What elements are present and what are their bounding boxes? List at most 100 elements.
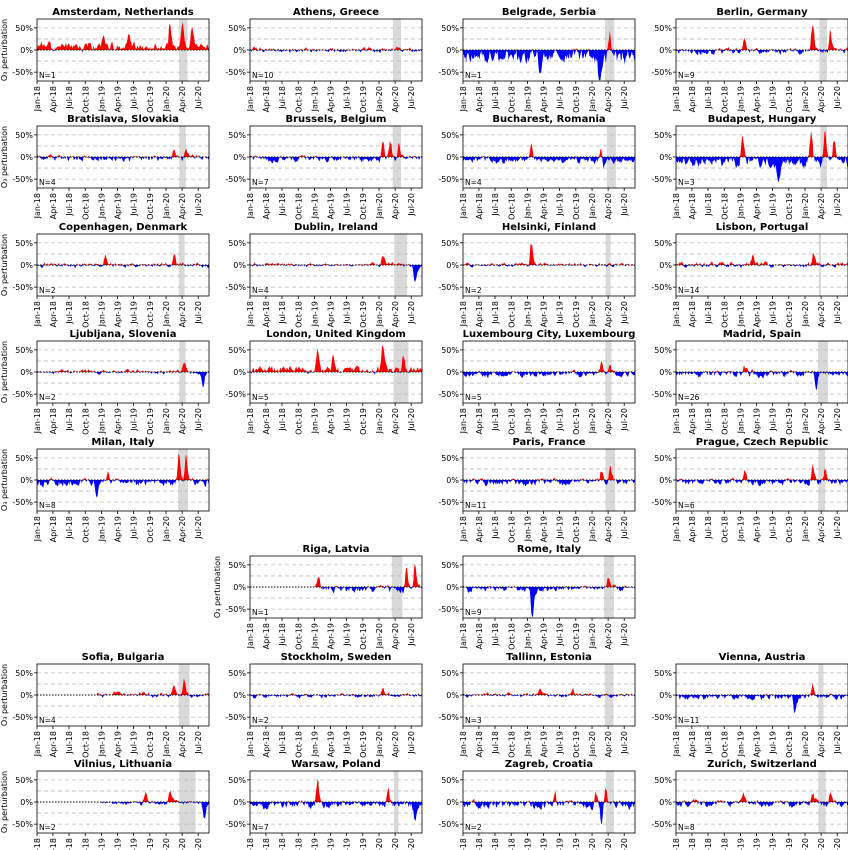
panel: Tallinn, Estonia 50% 0% -50%Jan-18 Apr-18 Jul… bbox=[438, 652, 636, 758]
station-count: N=4 bbox=[465, 178, 482, 187]
positive-area bbox=[676, 464, 848, 480]
panel-title: Vilnius, Lithuania bbox=[74, 759, 172, 770]
x-tick-label: Jan-18 bbox=[459, 731, 468, 757]
negative-area bbox=[37, 695, 209, 698]
y-tick-label: 0% bbox=[20, 691, 33, 700]
x-tick-label: Jan-19 bbox=[311, 623, 320, 649]
x-tick-label: Jul-18 bbox=[65, 408, 74, 432]
x-tick-label: Oct-18 bbox=[507, 731, 516, 758]
panel-title: London, United Kingdom bbox=[266, 329, 406, 340]
x-tick-label: Apr-18 bbox=[688, 193, 697, 219]
x-tick-label: Jul-20 bbox=[407, 623, 416, 647]
x-tick-label: Oct-19 bbox=[785, 838, 794, 850]
x-tick-label: Apr-18 bbox=[688, 301, 697, 327]
x-tick-label: Apr-19 bbox=[113, 731, 122, 757]
y-tick-label: -50% bbox=[225, 605, 246, 614]
x-tick-label: Jan-18 bbox=[246, 623, 255, 649]
x-tick-label: Jan-20 bbox=[162, 193, 171, 219]
panel-title: Berlin, Germany bbox=[716, 7, 808, 18]
panel-title: Belgrade, Serbia bbox=[502, 7, 596, 18]
x-tick-label: Jan-20 bbox=[162, 301, 171, 327]
negative-area bbox=[676, 372, 848, 391]
x-tick-label: Jan-18 bbox=[246, 301, 255, 327]
x-tick-label: Jul-19 bbox=[769, 408, 778, 432]
y-tick-label: -50% bbox=[438, 390, 459, 399]
x-tick-label: Jul-20 bbox=[620, 731, 629, 755]
x-tick-label: Jan-19 bbox=[98, 516, 107, 542]
y-tick-label: 0% bbox=[20, 46, 33, 55]
negative-area bbox=[250, 157, 422, 164]
x-tick-label: Jul-19 bbox=[343, 301, 352, 325]
x-tick-label: Oct-19 bbox=[359, 838, 368, 850]
x-tick-label: Apr-20 bbox=[817, 301, 826, 327]
x-tick-label: Jul-18 bbox=[704, 516, 713, 540]
x-tick-label: Apr-18 bbox=[475, 86, 484, 112]
x-tick-label: Jan-19 bbox=[737, 408, 746, 434]
x-tick-label: Jul-18 bbox=[491, 301, 500, 325]
y-axis-label: O₃ perturbation bbox=[0, 771, 9, 833]
y-tick-label: 50% bbox=[15, 346, 33, 355]
y-tick-label: 0% bbox=[20, 261, 33, 270]
x-tick-label: Jan-19 bbox=[311, 301, 320, 327]
panel-title: Bratislava, Slovakia bbox=[67, 114, 179, 125]
panel-title: Lisbon, Portugal bbox=[716, 222, 809, 233]
y-tick-label: 50% bbox=[228, 776, 246, 785]
y-tick-label: -50% bbox=[438, 820, 459, 829]
y-tick-label: 50% bbox=[654, 669, 672, 678]
y-tick-label: -50% bbox=[12, 390, 33, 399]
x-tick-label: Oct-19 bbox=[785, 408, 794, 435]
x-tick-label: Oct-19 bbox=[572, 623, 581, 650]
panel-title: Vienna, Austria bbox=[719, 652, 806, 663]
y-tick-label: 0% bbox=[20, 368, 33, 377]
x-tick-label: Jan-20 bbox=[801, 838, 810, 850]
x-tick-label: Jul-19 bbox=[769, 301, 778, 325]
x-tick-label: Apr-18 bbox=[49, 516, 58, 542]
x-tick-label: Apr-20 bbox=[604, 193, 613, 219]
x-tick-label: Oct-18 bbox=[81, 301, 90, 328]
station-count: N=2 bbox=[252, 716, 269, 725]
x-tick-label: Jul-18 bbox=[491, 408, 500, 432]
x-tick-label: Oct-19 bbox=[785, 516, 794, 543]
x-tick-label: Jan-20 bbox=[801, 731, 810, 757]
x-tick-label: Oct-18 bbox=[294, 623, 303, 650]
panel: Vienna, Austria 50% 0% -50%Jan-18 Apr-18 Jul-… bbox=[651, 652, 848, 758]
station-count: N=7 bbox=[252, 178, 269, 187]
x-tick-label: Jan-20 bbox=[375, 301, 384, 327]
station-count: N=3 bbox=[678, 178, 695, 187]
x-tick-label: Oct-19 bbox=[146, 516, 155, 543]
x-tick-label: Jan-18 bbox=[459, 623, 468, 649]
x-tick-label: Apr-20 bbox=[604, 623, 613, 649]
x-tick-label: Apr-19 bbox=[752, 86, 761, 112]
x-tick-label: Oct-18 bbox=[720, 408, 729, 435]
y-tick-label: 0% bbox=[659, 46, 672, 55]
x-tick-label: Jan-19 bbox=[524, 408, 533, 434]
y-tick-label: 50% bbox=[15, 669, 33, 678]
x-tick-label: Apr-19 bbox=[326, 408, 335, 434]
negative-area bbox=[676, 695, 848, 714]
x-tick-label: Apr-18 bbox=[475, 731, 484, 757]
x-tick-label: Apr-20 bbox=[817, 408, 826, 434]
panel: Copenhagen, Denmark 50% 0% -50%Jan-18 Apr-18… bbox=[0, 222, 210, 328]
x-tick-label: Jul-20 bbox=[833, 86, 842, 110]
panel-title: Zurich, Switzerland bbox=[707, 759, 817, 770]
x-tick-label: Jan-19 bbox=[524, 301, 533, 327]
y-tick-label: 0% bbox=[446, 153, 459, 162]
y-tick-label: -50% bbox=[225, 820, 246, 829]
x-tick-label: Apr-18 bbox=[49, 86, 58, 112]
x-tick-label: Jul-20 bbox=[407, 301, 416, 325]
x-tick-label: Oct-19 bbox=[146, 408, 155, 435]
x-tick-label: Jan-19 bbox=[98, 838, 107, 850]
x-tick-label: Apr-20 bbox=[178, 301, 187, 327]
negative-area bbox=[37, 50, 209, 53]
positive-area bbox=[250, 255, 422, 265]
x-tick-label: Jul-18 bbox=[704, 408, 713, 432]
x-tick-label: Jul-20 bbox=[194, 731, 203, 755]
x-tick-label: Jul-18 bbox=[704, 301, 713, 325]
x-tick-label: Jul-20 bbox=[620, 301, 629, 325]
x-tick-label: Apr-19 bbox=[752, 731, 761, 757]
x-tick-label: Oct-19 bbox=[572, 193, 581, 220]
negative-area bbox=[37, 157, 209, 162]
x-tick-label: Jul-19 bbox=[130, 731, 139, 755]
y-tick-label: 0% bbox=[446, 261, 459, 270]
